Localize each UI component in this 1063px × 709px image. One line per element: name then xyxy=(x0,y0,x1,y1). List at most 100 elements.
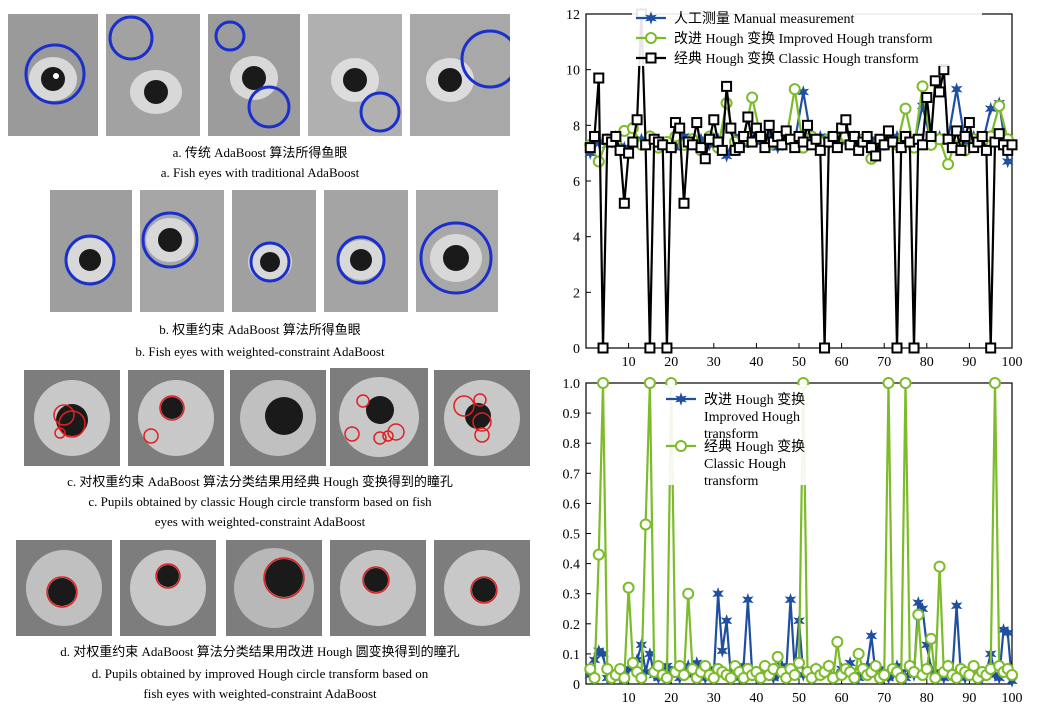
y-tick-label: 0.7 xyxy=(563,467,581,482)
data-point xyxy=(588,671,601,684)
y-tick-label: 4 xyxy=(573,231,580,246)
data-point xyxy=(716,644,729,658)
data-point xyxy=(899,102,912,115)
legend-label: 人工测量 Manual measurement xyxy=(674,11,855,27)
photo-a-4 xyxy=(308,14,402,136)
photo-a-5 xyxy=(410,14,510,136)
caption-c-en-2: eyes with weighted-constraint AdaBoost xyxy=(154,514,366,529)
data-point xyxy=(724,671,737,684)
data-point xyxy=(882,125,894,137)
chart-error-svg: 0 0.1 0.2 0.3 0.4 0.5 0.6 0.7 0.8 0.9 1.0 10 20 30 40 5… xyxy=(563,377,1023,706)
photo-a-1 xyxy=(8,14,98,136)
data-point xyxy=(852,647,865,660)
y-tick-label: 8 xyxy=(573,119,580,134)
data-point xyxy=(942,158,955,171)
caption-d-cn: d. 对权重约束 AdaBoost 算法分类结果用改进 Hough 圆变换得到的… xyxy=(60,644,460,659)
data-point xyxy=(882,377,895,389)
data-point xyxy=(644,342,656,354)
legend-marker xyxy=(645,32,657,44)
photo-d-3 xyxy=(226,540,322,636)
data-point xyxy=(955,144,967,156)
data-point xyxy=(933,560,946,573)
photo-c-5 xyxy=(434,370,530,466)
photo-c-1 xyxy=(24,370,120,466)
data-point xyxy=(721,80,733,92)
x-tick-label: 80 xyxy=(920,355,934,370)
data-point xyxy=(938,64,950,76)
data-point xyxy=(699,153,711,165)
data-point xyxy=(988,377,1001,389)
series-2 xyxy=(584,8,1018,354)
y-tick-label: 0 xyxy=(573,678,580,693)
photo-d-4 xyxy=(330,540,426,636)
data-point xyxy=(592,155,605,168)
x-tick-label: 100 xyxy=(1002,355,1023,370)
data-point xyxy=(925,632,938,645)
data-point xyxy=(865,629,878,643)
data-point xyxy=(912,595,925,610)
data-point xyxy=(934,86,946,98)
data-point xyxy=(950,598,963,613)
data-point xyxy=(993,128,1005,140)
x-tick-label: 60 xyxy=(835,691,849,706)
data-point xyxy=(618,197,630,209)
photo-b-4 xyxy=(324,190,408,312)
legend-marker xyxy=(675,440,687,452)
x-tick-label: 70 xyxy=(877,355,891,370)
y-tick-label: 0.5 xyxy=(563,528,581,543)
photo-d-2 xyxy=(120,540,216,636)
data-point xyxy=(917,139,929,151)
data-point xyxy=(682,587,695,600)
data-point xyxy=(738,130,750,142)
data-point xyxy=(788,668,801,681)
data-point xyxy=(643,377,656,389)
x-tick-label: 50 xyxy=(792,355,806,370)
x-tick-label: 90 xyxy=(962,355,976,370)
data-point xyxy=(593,72,605,84)
data-point xyxy=(891,342,903,354)
legend-bg xyxy=(632,4,982,66)
chart-error: 0 0.1 0.2 0.3 0.4 0.5 0.6 0.7 0.8 0.9 1.0 10 20 30 40 5… xyxy=(540,372,1063,709)
data-point xyxy=(733,142,745,154)
x-tick-label: 10 xyxy=(622,691,636,706)
data-point xyxy=(951,125,963,137)
y-tick-label: 0.9 xyxy=(563,407,581,422)
data-point xyxy=(822,659,835,672)
data-point xyxy=(912,608,925,621)
y-tick-label: 0.2 xyxy=(563,618,581,633)
legend-marker xyxy=(645,11,657,25)
y-tick-label: 0.8 xyxy=(563,437,581,452)
data-point xyxy=(895,671,908,684)
data-point xyxy=(627,136,639,148)
data-point xyxy=(725,122,737,134)
y-tick-label: 0 xyxy=(573,342,580,357)
caption-b-cn: b. 权重约束 AdaBoost 算法所得鱼眼 xyxy=(159,322,361,337)
x-tick-label: 60 xyxy=(835,355,849,370)
legend-marker xyxy=(675,392,687,406)
photo-d-5 xyxy=(434,540,530,636)
caption-d-en-2: fish eyes with weighted-constraint AdaBo… xyxy=(143,686,377,701)
data-point xyxy=(678,197,690,209)
legend-marker xyxy=(645,52,657,64)
caption-b-en: b. Fish eyes with weighted-constraint Ad… xyxy=(135,344,385,359)
photo-b-1 xyxy=(50,190,132,312)
caption-a-en: a. Fish eyes with traditional AdaBoost xyxy=(160,165,360,180)
data-point xyxy=(623,147,635,159)
data-point xyxy=(814,144,826,156)
data-point xyxy=(665,142,677,154)
caption-c-cn: c. 对权重约束 AdaBoost 算法分类结果用经典 Hough 变换得到的瞳… xyxy=(67,474,453,489)
data-point xyxy=(695,142,707,154)
data-point xyxy=(908,342,920,354)
data-point xyxy=(635,671,648,684)
data-point xyxy=(848,671,861,684)
data-point xyxy=(950,82,963,96)
photo-b-3 xyxy=(232,190,316,312)
data-point xyxy=(1006,139,1018,151)
data-point xyxy=(640,139,652,151)
data-point xyxy=(929,671,942,684)
data-point xyxy=(878,668,891,681)
legend-label: 经典 Hough 变换 Classic Hough transform xyxy=(674,50,919,67)
data-point xyxy=(708,114,720,126)
data-point xyxy=(712,586,724,601)
